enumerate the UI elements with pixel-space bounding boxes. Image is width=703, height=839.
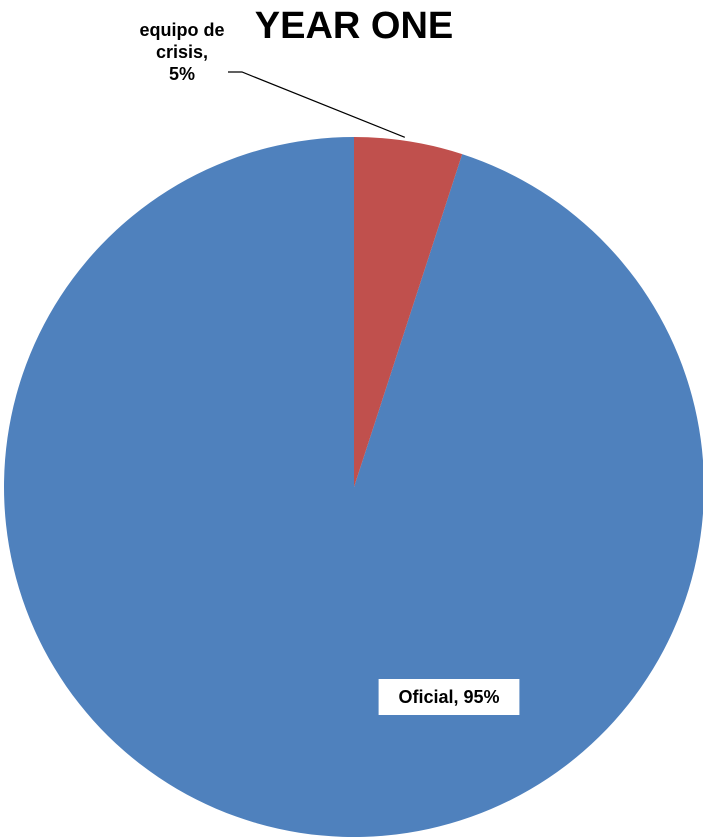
- slices-layer: [4, 137, 703, 837]
- data-label-equipo-de-crisis-line-3: 5%: [169, 64, 195, 84]
- leader-line-equipo-de-crisis: [228, 71, 406, 138]
- data-label-equipo-de-crisis-line-2: crisis,: [156, 42, 208, 62]
- pie-slice-oficial: [4, 137, 703, 837]
- data-label-equipo-de-crisis-line-1: equipo de: [140, 20, 225, 40]
- data-label-oficial-line-1: Oficial, 95%: [398, 687, 499, 707]
- data-label-box-oficial: [378, 679, 520, 715]
- pie-slice-equipo-de-crisis: [354, 137, 463, 487]
- chart-title: YEAR ONE: [255, 5, 453, 47]
